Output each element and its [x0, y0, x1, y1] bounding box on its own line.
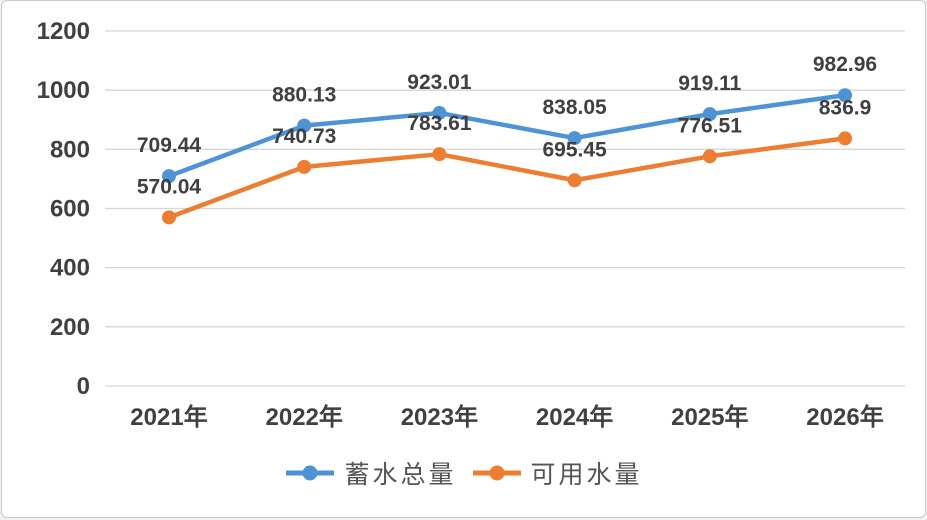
data-point-1-2023年 — [432, 105, 447, 120]
data-point-1-2024年 — [567, 131, 582, 146]
y-tick-label: 0 — [77, 373, 90, 400]
series-line-1 — [166, 92, 848, 179]
data-label-2-2024年: 695.45 — [542, 138, 607, 161]
x-tick-label: 2021年 — [130, 403, 207, 431]
y-tick-label: 200 — [50, 314, 90, 341]
data-point-1-2025年 — [702, 107, 717, 122]
data-label-1-2021年: 709.44 — [137, 134, 202, 157]
x-tick-label: 2026年 — [806, 403, 883, 431]
data-label-2-2021年: 570.04 — [137, 175, 202, 198]
data-point-2-2021年 — [162, 210, 176, 225]
data-point-1-2021年 — [162, 169, 176, 184]
data-label-2-2025年: 776.51 — [678, 114, 743, 137]
legend-item-1: 蓄水总量 — [284, 455, 456, 491]
chart-legend: 蓄水总量 可用水量 — [2, 455, 925, 491]
data-label-2-2022年: 740.73 — [272, 125, 336, 148]
data-label-1-2026年: 982.96 — [813, 53, 877, 76]
y-tick-label: 1000 — [37, 77, 90, 104]
x-tick-label: 2023年 — [401, 403, 478, 431]
data-label-1-2022年: 880.13 — [272, 84, 336, 107]
series-line-2 — [166, 136, 848, 220]
data-label-1-2024年: 838.05 — [542, 96, 607, 119]
data-point-2-2025年 — [702, 149, 717, 164]
legend-marker-icon — [286, 465, 335, 481]
x-tick-label: 2022年 — [266, 403, 343, 431]
data-point-2-2024年 — [567, 173, 582, 188]
legend-marker-icon — [472, 465, 521, 481]
data-point-1-2026年 — [838, 88, 852, 103]
legend-label-1: 蓄水总量 — [344, 462, 457, 489]
data-label-1-2023年: 923.01 — [407, 71, 472, 94]
data-label-1-2025年: 919.11 — [678, 72, 741, 95]
legend-item-2: 可用水量 — [471, 455, 643, 491]
legend-dot — [489, 465, 504, 481]
y-tick-label: 1200 — [37, 18, 90, 45]
x-tick-label: 2025年 — [671, 403, 748, 431]
y-tick-label: 400 — [50, 255, 90, 282]
data-point-2-2022年 — [297, 159, 312, 174]
x-tick-label: 2024年 — [536, 403, 613, 431]
y-tick-label: 600 — [50, 196, 90, 223]
data-label-2-2026年: 836.9 — [819, 96, 872, 119]
data-point-2-2023年 — [432, 147, 447, 162]
data-label-2-2023年: 783.61 — [407, 112, 472, 135]
legend-label-2: 可用水量 — [530, 462, 643, 489]
legend-dot — [302, 465, 318, 481]
y-tick-label: 800 — [50, 136, 90, 163]
data-point-1-2022年 — [297, 118, 312, 133]
data-point-2-2026年 — [838, 131, 852, 146]
